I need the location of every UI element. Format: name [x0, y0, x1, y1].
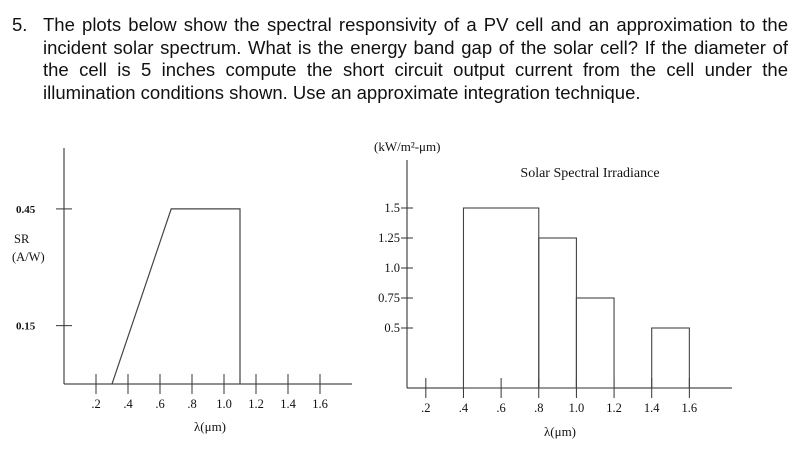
responsivity-curve — [111, 208, 241, 385]
irradiance-x-tick-label: 1.6 — [682, 401, 698, 415]
responsivity-ticks: .2 .4 .6 .8 1.0 1.2 1.4 1.6 0.15 0.45 — [16, 204, 328, 411]
irradiance-bar — [651, 327, 690, 389]
responsivity-x-tick-label: 1.0 — [216, 397, 232, 411]
responsivity-y-tick-label: 0.45 — [16, 204, 36, 216]
irradiance-chart: .2 .4 .6 .8 1.0 1.2 1.4 1.6 0.5 0.75 1.0 1.25 1.5 (k… — [374, 139, 732, 439]
responsivity-y-tick-label: 0.15 — [16, 321, 36, 333]
responsivity-ylabel-line2: (A/W) — [12, 250, 45, 264]
irradiance-x-tick-label: 1.4 — [644, 401, 660, 415]
irradiance-bar — [462, 207, 540, 389]
irradiance-x-tick-label: .4 — [459, 401, 469, 415]
responsivity-chart: .2 .4 .6 .8 1.0 1.2 1.4 1.6 0.15 0.45 SR (A/W) λ(… — [12, 148, 352, 434]
irradiance-xlabel: λ(μm) — [544, 424, 576, 439]
irradiance-y-tick-label: 1.25 — [378, 231, 400, 245]
irradiance-title: Solar Spectral Irradiance — [520, 166, 659, 181]
irradiance-x-tick-label: .8 — [534, 401, 543, 415]
irradiance-ticks: .2 .4 .6 .8 1.0 1.2 1.4 1.6 0.5 0.75 1.0 1.25 1.5 — [378, 201, 697, 415]
irradiance-x-tick-label: .2 — [421, 401, 430, 415]
responsivity-x-tick-label: 1.4 — [280, 397, 296, 411]
irradiance-x-tick-label: 1.0 — [569, 401, 585, 415]
irradiance-x-tick-label: 1.2 — [606, 401, 622, 415]
question-number: 5. — [12, 14, 28, 35]
responsivity-xlabel: λ(μm) — [194, 419, 226, 434]
responsivity-x-tick-label: .8 — [187, 397, 196, 411]
irradiance-y-tick-label: 1.5 — [384, 201, 400, 215]
responsivity-x-tick-label: .4 — [123, 397, 133, 411]
irradiance-x-tick-label: .6 — [496, 401, 505, 415]
responsivity-x-tick-label: .6 — [155, 397, 164, 411]
responsivity-x-tick-label: 1.2 — [248, 397, 264, 411]
responsivity-ylabel-line1: SR — [14, 232, 30, 246]
irradiance-bar — [538, 237, 577, 389]
irradiance-ylabel: (kW/m²-μm) — [374, 139, 440, 154]
responsivity-x-tick-label: 1.6 — [312, 397, 328, 411]
responsivity-x-tick-label: .2 — [91, 397, 100, 411]
question-text: The plots below show the spectral respon… — [43, 14, 788, 103]
irradiance-y-tick-label: 0.5 — [384, 321, 400, 335]
irradiance-bar — [575, 297, 615, 389]
irradiance-y-tick-label: 0.75 — [378, 291, 400, 305]
irradiance-y-tick-label: 1.0 — [384, 261, 400, 275]
question-block: 5. The plots below show the spectral res… — [12, 14, 788, 104]
irradiance-bars — [462, 207, 690, 389]
